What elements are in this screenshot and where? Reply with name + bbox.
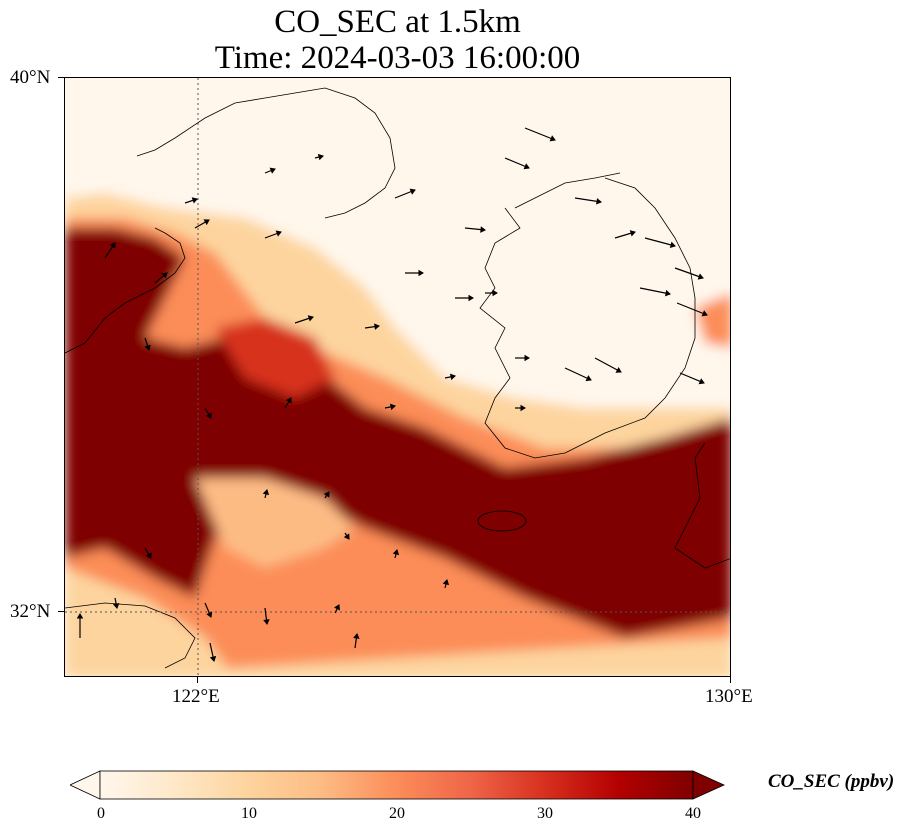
lon-label-122: 122°E — [172, 686, 220, 707]
wind-arrow-head — [144, 344, 151, 351]
wind-arrow-head — [409, 188, 416, 195]
wind-arrow-head — [205, 412, 212, 419]
map-subtitle-time: Time: 2024-03-03 16:00:00 — [214, 40, 581, 76]
lat-label-32: 32°N — [10, 601, 51, 622]
lat-label-40: 40°N — [10, 67, 51, 88]
field-band-dark — [65, 228, 730, 638]
wind-arrow-head — [585, 375, 592, 382]
wind-arrow-head — [701, 310, 708, 317]
wind-arrow-head — [442, 579, 450, 586]
wind-arrow-head — [392, 549, 400, 556]
wind-arrow-head — [191, 197, 198, 204]
wind-arrow-head — [524, 354, 530, 362]
tick-lat-32 — [58, 611, 64, 612]
wind-arrow-head — [520, 404, 526, 412]
wind-arrow-head — [468, 294, 474, 302]
wind-arrow-head — [334, 604, 340, 611]
tick-lon-130 — [730, 677, 731, 683]
colorbar-tick-20: 20 — [389, 805, 405, 822]
wind-arrows — [76, 127, 708, 662]
island-jeju — [477, 510, 527, 532]
colorbar-extend-max — [692, 770, 725, 800]
wind-arrow-head — [549, 135, 556, 142]
wind-arrow-head — [285, 397, 292, 404]
wind-arrow-head — [109, 242, 116, 249]
field-southwest-light — [65, 568, 234, 676]
colorbar-tick-0: 0 — [97, 805, 105, 822]
wind-arrow-head — [596, 198, 602, 205]
concentration-field — [65, 78, 730, 676]
wind-arrow-head — [263, 619, 270, 625]
wind-arrow-head — [523, 163, 530, 170]
wind-arrow-head — [206, 611, 213, 618]
wind-arrow-head — [269, 167, 276, 174]
field-east-spot — [695, 293, 730, 348]
wind-arrow-head — [203, 219, 210, 226]
wind-arrow-head — [161, 272, 168, 279]
wind-arrow-head — [664, 289, 671, 297]
wind-arrow — [524, 127, 556, 141]
wind-arrow-head — [669, 241, 676, 249]
map-title: CO_SEC at 1.5km — [274, 4, 521, 40]
coastline-china — [65, 227, 186, 354]
wind-arrow-head — [449, 373, 456, 381]
wind-arrow-head — [698, 378, 705, 385]
wind-arrow-head — [353, 633, 360, 639]
colorbar-tick-40: 40 — [685, 805, 701, 822]
wind-arrow-head — [615, 366, 622, 373]
wind-arrow — [564, 367, 592, 381]
map-panel — [64, 77, 731, 677]
coastline-bohai — [136, 87, 396, 219]
lon-label-130: 130°E — [705, 686, 753, 707]
wind-arrow-head — [262, 489, 270, 496]
coastline-yangtze — [65, 602, 196, 669]
wind-arrow-head — [76, 613, 84, 619]
wind-arrow-head — [629, 230, 636, 237]
wind-arrow — [644, 237, 676, 247]
wind-arrow-head — [492, 289, 498, 297]
colorbar-extend-min — [69, 770, 101, 800]
wind-arrow — [594, 357, 622, 373]
wind-arrow-head — [480, 226, 486, 233]
coastline-korea-east — [564, 177, 696, 454]
wind-arrow-head — [389, 403, 396, 411]
border-north — [514, 172, 621, 209]
wind-arrow-head — [275, 230, 282, 237]
wind-arrow — [676, 302, 708, 316]
tick-lat-40 — [58, 77, 64, 78]
field-plume-light — [195, 478, 355, 568]
map-canvas — [65, 78, 730, 676]
wind-arrow-head — [343, 533, 350, 540]
colorbar-tick-30: 30 — [537, 805, 553, 822]
wind-arrow-head — [317, 153, 324, 161]
wind-arrow-head — [697, 273, 704, 280]
colorbar-label: CO_SEC (ppbv) — [768, 771, 895, 792]
tick-lon-122 — [197, 677, 198, 683]
wind-arrow — [674, 267, 704, 279]
wind-arrow-head — [307, 315, 314, 322]
wind-arrow-head — [145, 552, 152, 559]
wind-arrow-head — [374, 323, 380, 330]
wind-arrow-head — [112, 602, 120, 609]
wind-arrow — [639, 287, 671, 295]
coastline-japan — [674, 442, 730, 569]
coastlines — [65, 87, 730, 669]
wind-arrow-head — [418, 269, 424, 277]
coastline-korea-west — [479, 207, 566, 459]
wind-arrow-head — [209, 655, 217, 662]
field-plume-mid — [215, 318, 335, 398]
colorbar-tick-10: 10 — [241, 805, 257, 822]
gridlines — [65, 78, 730, 676]
colorbar-gradient — [99, 770, 694, 800]
colorbar — [69, 770, 725, 800]
wind-arrow-head — [323, 491, 330, 498]
